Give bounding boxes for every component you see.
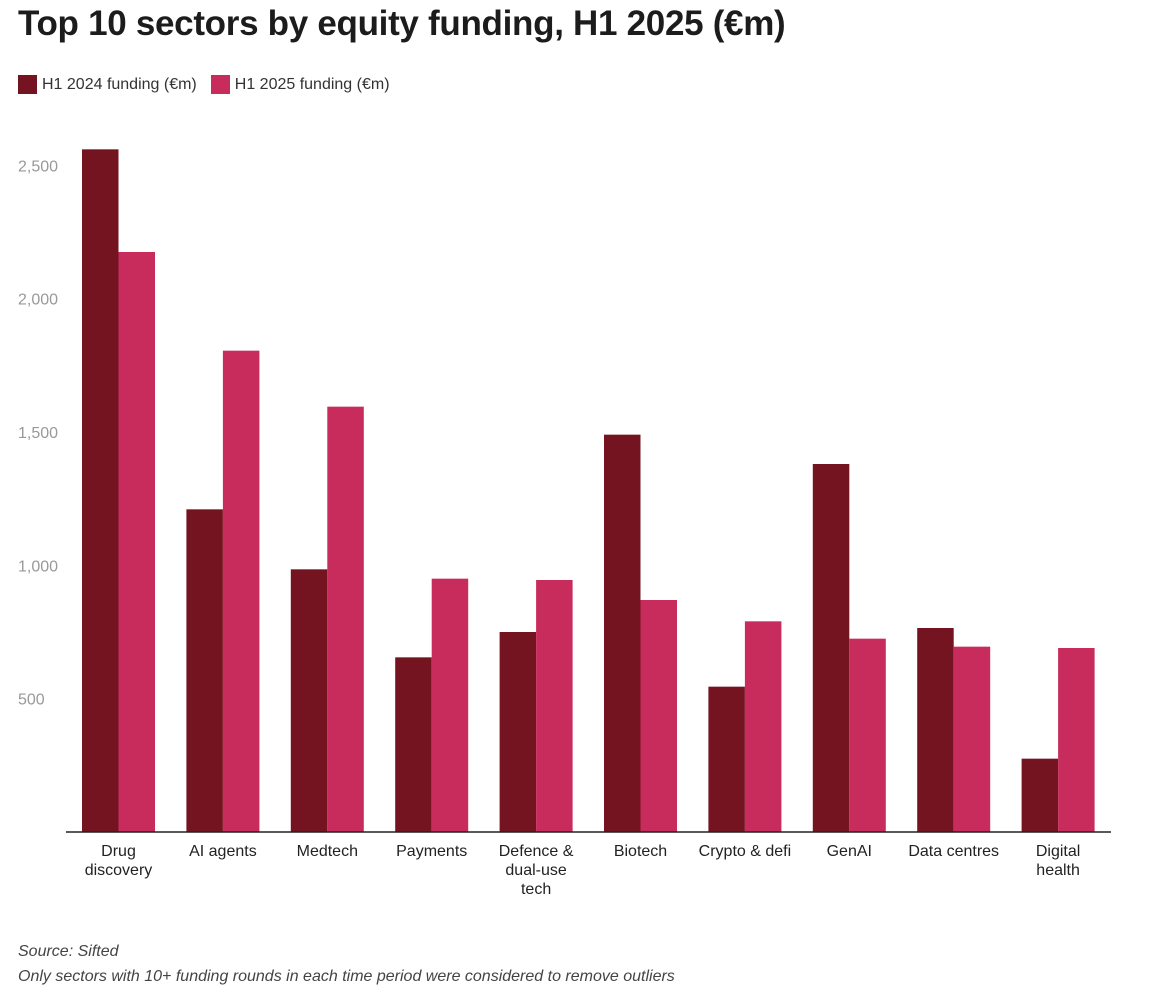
category-label: Crypto & defi [699, 843, 791, 860]
category-label-line: discovery [85, 862, 153, 879]
legend: H1 2024 funding (€m) H1 2025 funding (€m… [18, 75, 404, 94]
category-label-line: Data centres [908, 843, 999, 860]
legend-label-h1-2024: H1 2024 funding (€m) [42, 75, 197, 93]
category-label-line: Medtech [297, 843, 358, 860]
bar-h1-2024 [1021, 758, 1059, 832]
category-label-line: Payments [396, 843, 467, 860]
category-label-line: AI agents [189, 843, 257, 860]
category-label-line: Digital [1036, 843, 1080, 860]
bar-chart: 500 1,000 1,500 2,000 2,500 Drug discovery AI a… [18, 149, 1111, 898]
category-label-line: GenAI [827, 843, 872, 860]
category-label-line: Crypto & defi [699, 843, 791, 860]
category-label-line: health [1036, 862, 1080, 879]
y-tick-label: 1,500 [18, 425, 58, 442]
bar-h1-2025 [953, 646, 991, 832]
category-label: Medtech [297, 843, 358, 860]
category-label: Defence & dual-use tech [499, 843, 574, 898]
category-label: Drug discovery [85, 843, 153, 879]
y-tick-label: 2,000 [18, 292, 58, 309]
legend-label-h1-2025: H1 2025 funding (€m) [234, 75, 390, 93]
bar-h1-2025 [431, 578, 469, 832]
bar-h1-2025 [640, 599, 677, 832]
bar-h1-2024 [499, 631, 537, 832]
bar-h1-2025 [222, 350, 260, 832]
bar-h1-2024 [812, 463, 850, 832]
category-label-line: tech [521, 881, 551, 898]
methodology-note: Only sectors with 10+ funding rounds in … [18, 968, 675, 985]
bar-h1-2024 [82, 149, 119, 832]
bar-h1-2024 [708, 686, 745, 832]
bar-h1-2024 [186, 509, 223, 832]
bar-h1-2024 [604, 434, 641, 832]
bar-h1-2025 [849, 638, 886, 832]
bar-h1-2025 [744, 621, 782, 832]
bar-h1-2025 [1058, 647, 1095, 832]
y-tick-label: 500 [18, 692, 45, 709]
category-label: Payments [396, 843, 467, 860]
legend-item-h1-2025: H1 2025 funding (€m) [210, 75, 390, 94]
category-label: Biotech [614, 843, 667, 860]
y-tick-label: 1,000 [18, 558, 58, 575]
category-label-line: dual-use [505, 862, 566, 879]
source-note: Source: Sifted [18, 943, 119, 960]
bar-h1-2025 [327, 406, 364, 832]
bar-h1-2024 [917, 627, 954, 832]
category-label-line: Drug [101, 843, 136, 860]
y-tick-label: 2,500 [18, 158, 58, 175]
category-label-line: Biotech [614, 843, 667, 860]
category-label: GenAI [827, 843, 872, 860]
bar-h1-2024 [395, 657, 432, 832]
legend-item-h1-2024: H1 2024 funding (€m) [18, 75, 197, 94]
chart-title: Top 10 sectors by equity funding, H1 202… [18, 4, 786, 43]
category-label: AI agents [189, 843, 257, 860]
legend-swatch-h1-2025 [210, 75, 230, 94]
bar-h1-2025 [118, 251, 155, 833]
category-label: Data centres [908, 843, 999, 860]
category-label-line: Defence & [499, 843, 574, 860]
legend-swatch-h1-2024 [18, 75, 37, 94]
category-label: Digital health [1036, 843, 1080, 879]
bar-h1-2024 [290, 569, 328, 832]
bar-h1-2025 [536, 579, 573, 832]
